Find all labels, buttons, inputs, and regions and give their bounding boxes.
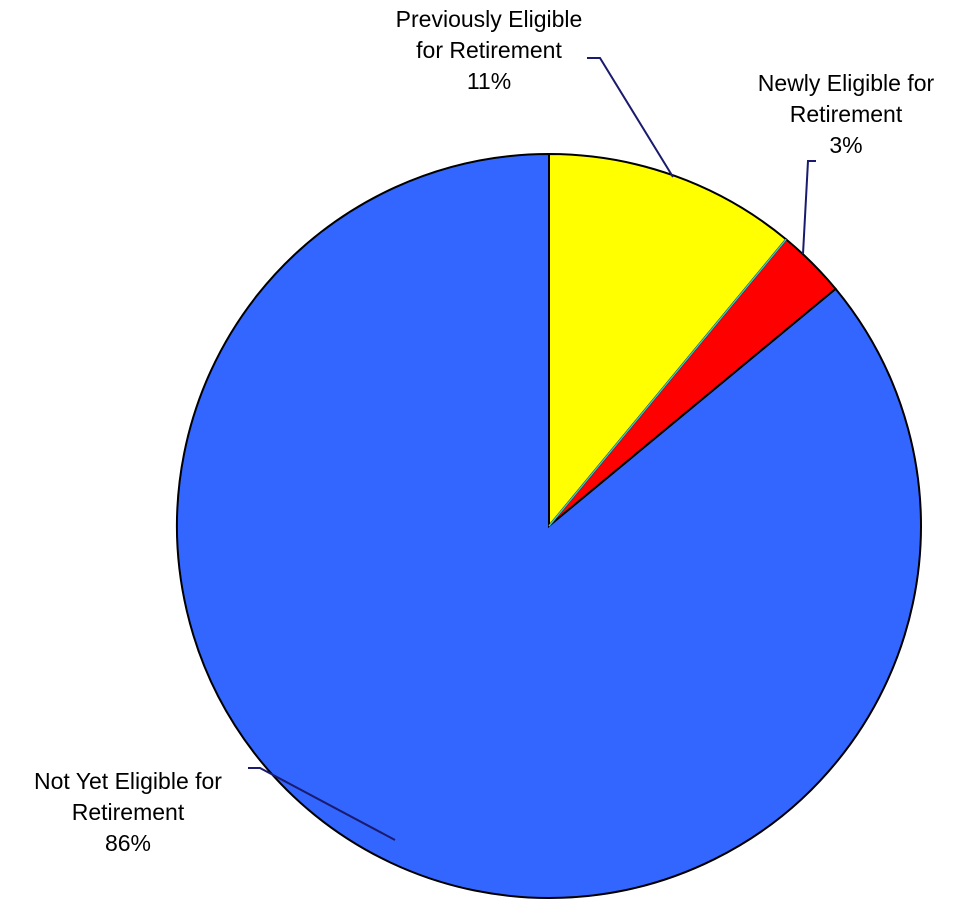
slice-value-label: 11%	[467, 68, 511, 94]
leader-line-1	[587, 57, 674, 178]
slice-value-label: 3%	[829, 132, 862, 158]
slice-label-text: Retirement	[790, 101, 903, 127]
slice-label-text: Previously Eligible	[396, 6, 583, 32]
leader-line-3	[248, 767, 396, 841]
slice-divider	[548, 238, 787, 527]
slice-label-text: Not Yet Eligible for	[34, 768, 222, 794]
slice-label-text: Newly Eligible for	[758, 70, 935, 96]
pie-slice-1	[548, 152, 788, 529]
slice-label-2: Newly Eligible for Retirement 3%	[758, 70, 935, 158]
slice-label-text: Retirement	[72, 799, 185, 825]
slice-label-text: for Retirement	[416, 37, 562, 63]
slice-label-1: Previously Eligible for Retirement 11%	[396, 6, 583, 94]
leader-line-2	[802, 160, 816, 255]
slice-value-label: 86%	[105, 830, 151, 856]
slice-label-3: Not Yet Eligible for Retirement 86%	[34, 768, 222, 856]
